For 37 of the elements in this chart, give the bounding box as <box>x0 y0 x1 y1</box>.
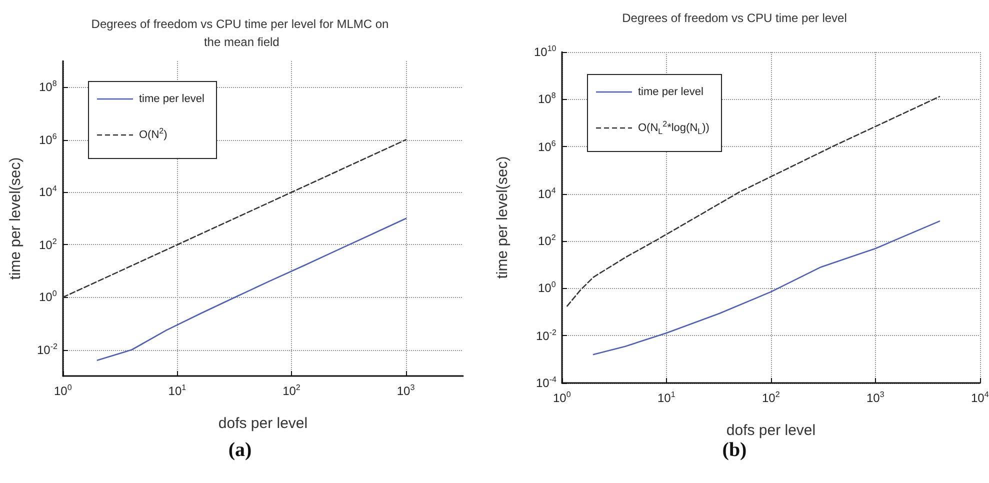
x-tick-label: 10$^{0}$ <box>553 390 571 405</box>
y-tick-label: 10$^{2}$ <box>538 233 556 248</box>
line-series <box>62 139 407 298</box>
y-tick-label: 10$^{4}$ <box>39 184 57 200</box>
y-tick-label: 10$^{6}$ <box>39 132 57 147</box>
x-axis-title: dofs per level <box>218 415 308 432</box>
y-tick-label: 10$^{6}$ <box>538 138 556 154</box>
legend-label: O(N$^{2}$) <box>139 126 168 141</box>
y-tick-label: 10$^{2}$ <box>39 236 57 252</box>
y-tick-label: 10$^{8}$ <box>39 79 57 94</box>
chart-title: Degrees of freedom vs CPU time per level <box>622 11 847 25</box>
y-tick-label: 10$^{-2}$ <box>536 328 556 343</box>
line-series <box>96 218 407 361</box>
x-axis-title: dofs per level <box>726 422 816 439</box>
x-tick-label: 10$^{2}$ <box>282 383 300 398</box>
y-tick-label: 10$^{0}$ <box>538 280 556 296</box>
x-tick-label: 10$^{2}$ <box>762 390 780 405</box>
text: (b) <box>722 439 747 461</box>
y-tick-label: 10$^{-2}$ <box>37 342 58 357</box>
x-tick-label: 10$^{0}$ <box>54 383 72 398</box>
text: (a) <box>228 439 252 461</box>
chart-title: Degrees of freedom vs CPU time per level for MLMC on the mean field <box>91 17 389 49</box>
legend-label: time per level <box>638 86 704 98</box>
y-axis-title: time per level(sec) <box>7 157 24 280</box>
y-tick-label: 10$^{4}$ <box>538 186 556 201</box>
y-tick-label: 10$^{10}$ <box>534 44 556 59</box>
y-tick-label: 10$^{-4}$ <box>536 375 556 390</box>
x-tick-label: 10$^{3}$ <box>866 390 884 405</box>
x-tick-label: 10$^{3}$ <box>396 383 415 398</box>
x-tick-label: 10$^{4}$ <box>971 390 989 405</box>
y-tick-label: 10$^{8}$ <box>538 91 556 106</box>
x-tick-label: 10$^{1}$ <box>168 383 186 398</box>
legend-label: time per level <box>139 93 204 105</box>
legend-label: O(N$_{L}$$^{2}$*log(N$_{L}$)) <box>638 119 710 136</box>
y-axis-title: time per level(sec) <box>494 156 511 279</box>
y-tick-label: 10$^{0}$ <box>39 289 57 304</box>
x-tick-label: 10$^{1}$ <box>658 390 676 405</box>
